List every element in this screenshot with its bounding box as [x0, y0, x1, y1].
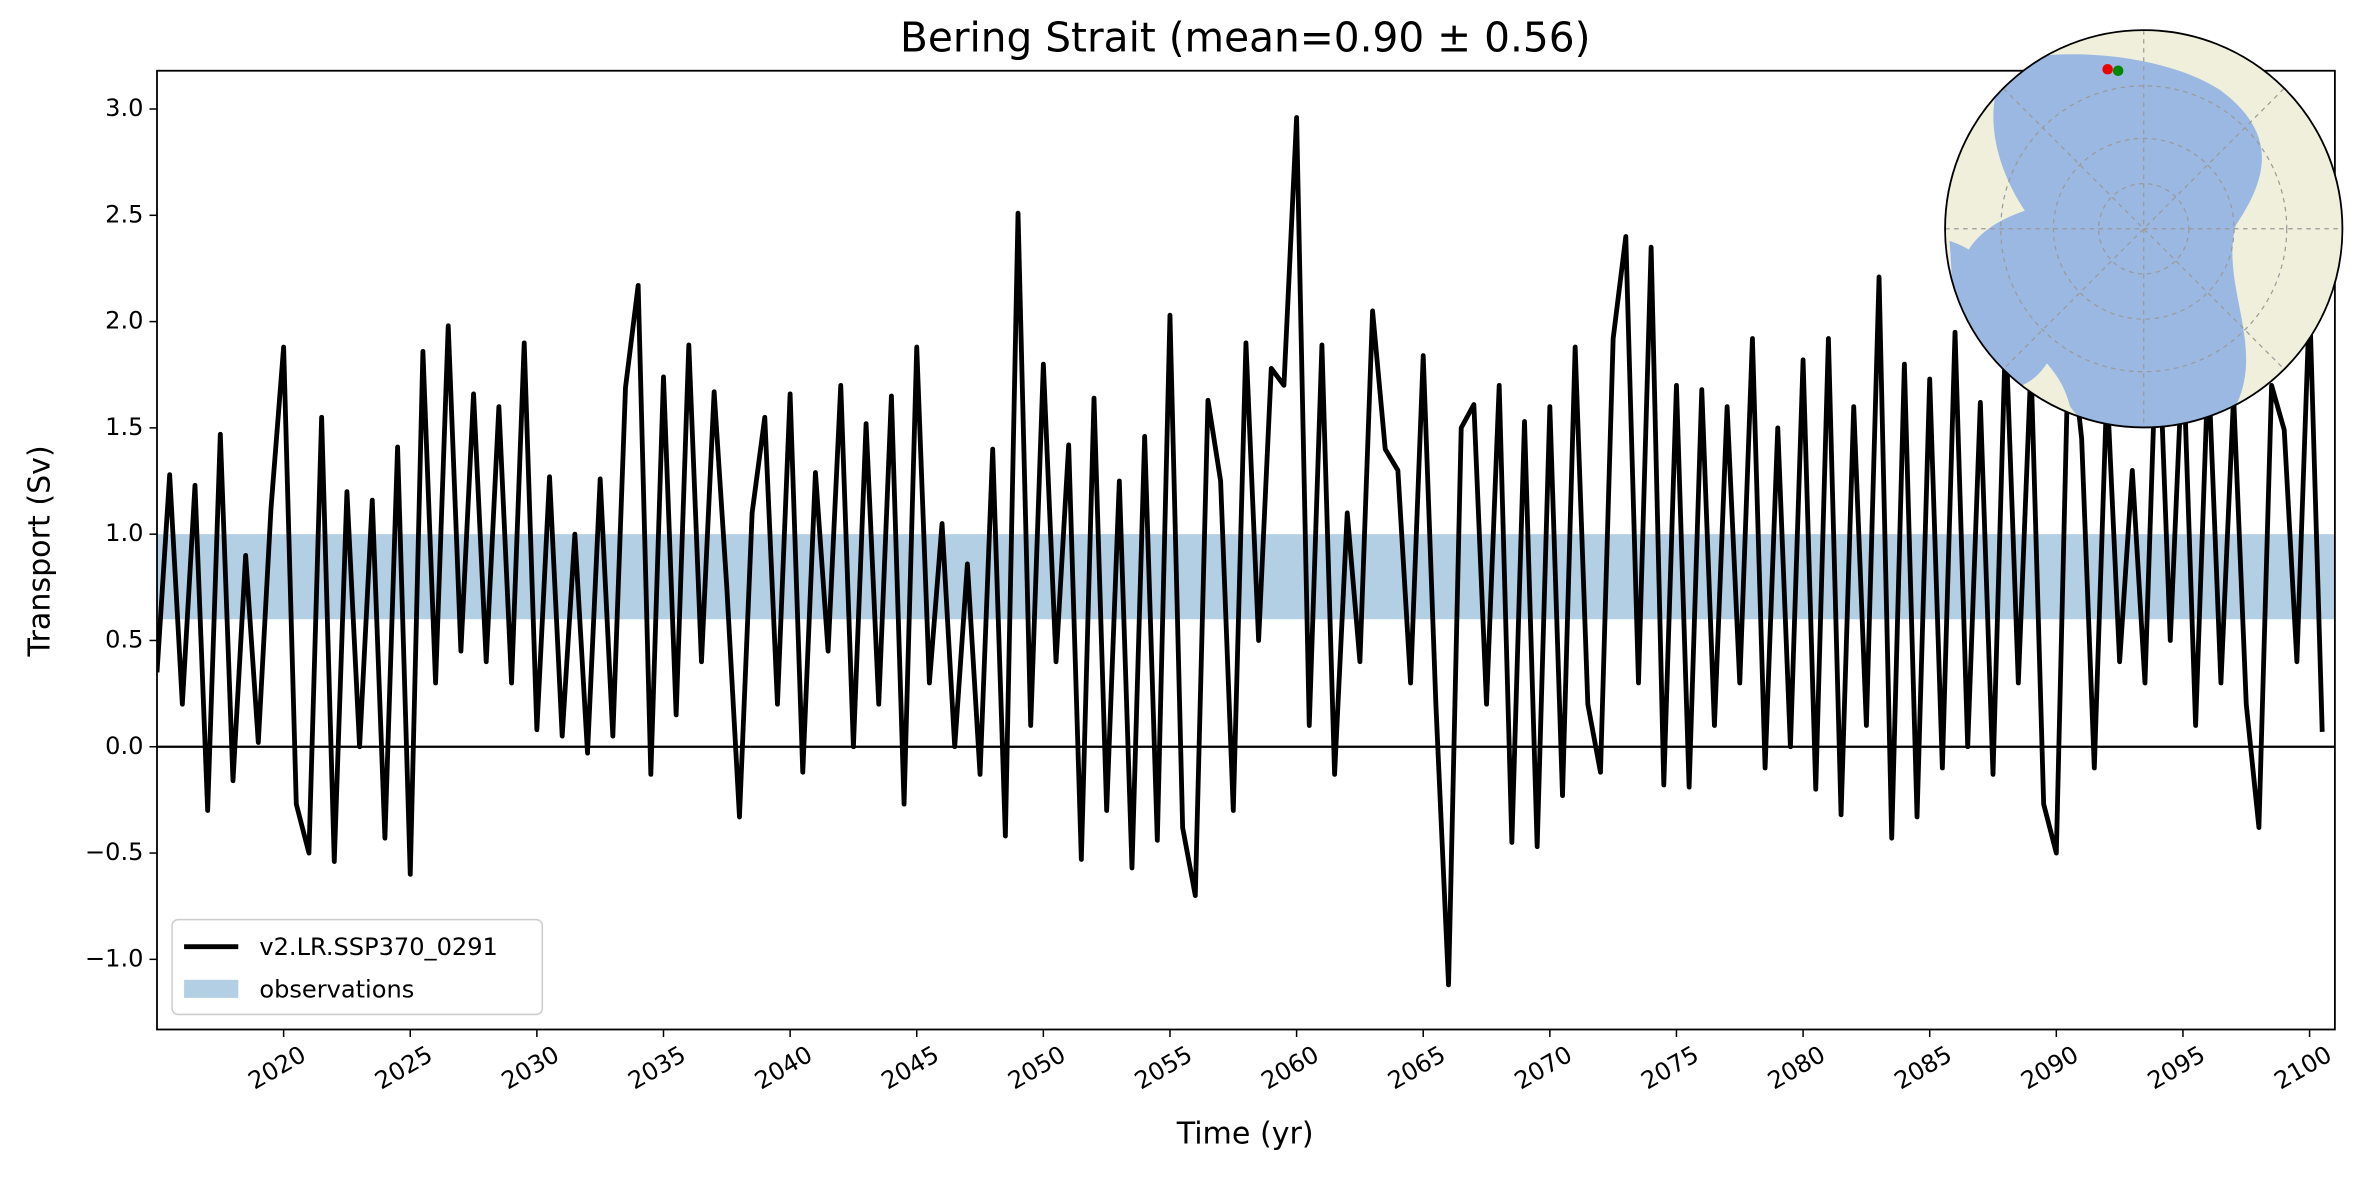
y-tick-label: −0.5: [85, 838, 143, 866]
plot-frame: [156, 69, 2336, 1031]
map-graticule: [2003, 88, 2285, 370]
map-point: [2102, 63, 2113, 75]
data-line: [157, 115, 2325, 988]
map-point: [2112, 65, 2124, 77]
y-tick-label: 3.0: [105, 94, 143, 122]
legend-label: observations: [259, 975, 414, 1003]
y-tick-label: 0.5: [105, 625, 143, 653]
legend: v2.LR.SSP370_0291 observations: [171, 918, 544, 1016]
legend-swatch: [184, 979, 239, 998]
y-tick-label: −1.0: [85, 944, 143, 972]
y-tick-label: 2.0: [105, 307, 143, 335]
y-axis-label: Transport (Sv): [23, 445, 58, 657]
y-tick-label: 1.0: [105, 519, 143, 547]
chart-title: Bering Strait (mean=0.90 ± 0.56): [900, 14, 1590, 62]
y-tick-label: 1.5: [105, 413, 143, 441]
map-border: [1944, 29, 2344, 429]
legend-box: [171, 918, 544, 1016]
legend-label: v2.LR.SSP370_0291: [259, 933, 498, 961]
map-graticule: [2000, 85, 2288, 373]
y-tick-label: 0.0: [105, 732, 143, 760]
y-tick-label: 2.5: [105, 200, 143, 228]
map-graticule: [2003, 88, 2285, 370]
x-axis-label: Time (yr): [1176, 1116, 1314, 1151]
